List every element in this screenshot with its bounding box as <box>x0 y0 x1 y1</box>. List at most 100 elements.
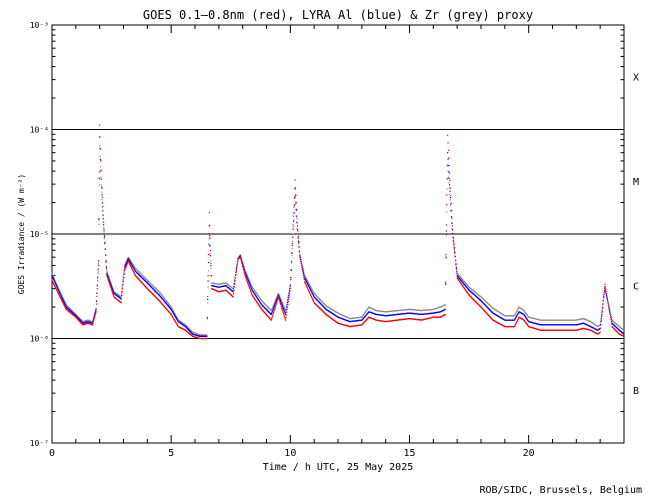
data-point <box>103 226 105 229</box>
data-point <box>293 206 295 208</box>
data-point <box>282 307 284 309</box>
data-point <box>256 297 258 299</box>
data-point <box>99 155 101 157</box>
data-point <box>294 186 297 189</box>
data-point <box>92 322 94 325</box>
data-point <box>248 284 250 286</box>
data-point <box>309 285 311 287</box>
data-point <box>516 310 518 313</box>
data-point <box>243 267 245 269</box>
data-point <box>309 287 311 289</box>
data-point <box>307 283 309 285</box>
data-point <box>277 298 279 301</box>
data-point <box>234 280 236 282</box>
data-point <box>516 319 519 321</box>
data-point <box>127 261 129 263</box>
data-point <box>515 312 517 314</box>
data-point <box>453 249 455 251</box>
data-point <box>275 299 278 302</box>
data-point <box>280 302 282 304</box>
data-point <box>52 282 54 284</box>
data-point <box>516 309 519 311</box>
data-point <box>451 216 453 218</box>
data-point <box>311 288 313 290</box>
data-point <box>312 290 314 292</box>
data-point <box>134 266 136 268</box>
data-point <box>209 250 212 252</box>
data-point <box>236 264 238 266</box>
data-point <box>247 278 249 280</box>
data-point <box>310 287 312 289</box>
data-point <box>277 296 279 298</box>
data-point <box>292 233 294 235</box>
data-point <box>447 152 449 154</box>
data-point <box>516 321 518 323</box>
data-point <box>295 209 297 211</box>
data-point <box>450 194 452 197</box>
data-point <box>57 289 59 291</box>
data-point <box>517 307 519 310</box>
data-point <box>52 277 54 279</box>
data-point <box>284 308 286 310</box>
data-point <box>97 264 100 267</box>
data-point <box>64 302 67 304</box>
data-point <box>52 278 55 280</box>
data-point <box>208 238 210 240</box>
data-point <box>244 272 247 274</box>
data-point <box>282 310 284 312</box>
data-point <box>243 268 245 271</box>
data-point <box>296 215 298 217</box>
data-point <box>248 282 251 284</box>
data-point <box>65 303 67 305</box>
data-point <box>448 164 450 167</box>
data-point <box>176 323 178 326</box>
data-point <box>104 248 106 250</box>
data-point <box>58 295 61 297</box>
data-point <box>134 267 136 269</box>
data-point <box>250 292 253 294</box>
data-point <box>109 281 111 283</box>
data-point <box>233 285 235 287</box>
data-point <box>610 318 612 321</box>
data-point <box>272 305 274 307</box>
credit-text: ROB/SIDC, Brussels, Belgium <box>479 485 642 496</box>
data-point <box>304 278 306 280</box>
data-point <box>235 269 237 271</box>
data-point <box>306 280 309 282</box>
data-point <box>306 279 308 281</box>
data-point <box>449 199 451 201</box>
data-point <box>125 263 127 266</box>
data-point <box>102 210 104 212</box>
data-point <box>209 245 211 247</box>
data-point <box>299 253 301 255</box>
data-point <box>607 303 610 305</box>
data-point <box>112 289 114 291</box>
data-point <box>124 264 126 267</box>
data-point <box>129 259 131 261</box>
data-point <box>447 164 450 167</box>
data-point <box>302 269 304 272</box>
data-point <box>298 246 300 248</box>
data-point <box>103 228 105 230</box>
data-point <box>259 301 261 303</box>
data-point <box>246 277 249 279</box>
data-point <box>308 291 310 293</box>
data-point <box>58 289 60 291</box>
data-point <box>94 311 96 314</box>
data-point <box>61 295 63 297</box>
data-point <box>101 202 104 204</box>
data-point <box>62 299 64 301</box>
data-point <box>232 293 235 295</box>
data-point <box>126 261 128 264</box>
data-point <box>277 295 279 297</box>
data-point <box>524 316 527 318</box>
data-point <box>449 193 451 195</box>
data-point <box>57 286 59 288</box>
data-point <box>236 266 238 268</box>
data-point <box>62 301 64 303</box>
data-point <box>312 299 314 301</box>
data-point <box>607 304 610 307</box>
data-point <box>55 284 57 287</box>
data-point <box>127 259 129 261</box>
data-point <box>97 276 99 278</box>
